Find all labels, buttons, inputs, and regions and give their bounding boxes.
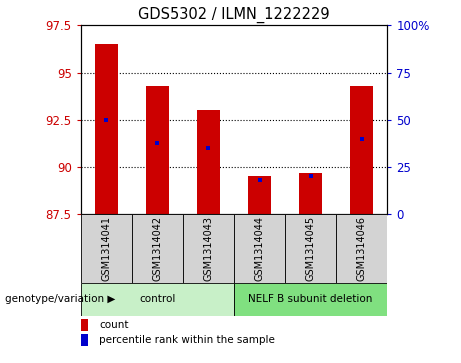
Text: genotype/variation ▶: genotype/variation ▶ — [5, 294, 115, 305]
Text: GSM1314042: GSM1314042 — [152, 216, 162, 281]
Text: percentile rank within the sample: percentile rank within the sample — [99, 335, 275, 345]
Bar — [248, 176, 271, 214]
Bar — [299, 173, 322, 214]
Bar — [95, 44, 118, 214]
Bar — [350, 86, 373, 214]
Bar — [183, 214, 234, 283]
Bar — [336, 214, 387, 283]
Text: GSM1314041: GSM1314041 — [101, 216, 111, 281]
Bar — [81, 214, 132, 283]
Bar — [81, 334, 88, 346]
Bar — [81, 319, 88, 330]
Text: NELF B subunit deletion: NELF B subunit deletion — [248, 294, 373, 305]
Text: GSM1314045: GSM1314045 — [306, 216, 316, 281]
Bar — [132, 214, 183, 283]
Text: GSM1314044: GSM1314044 — [254, 216, 265, 281]
Text: GSM1314043: GSM1314043 — [203, 216, 213, 281]
Bar — [234, 214, 285, 283]
Bar — [81, 283, 234, 316]
Bar — [197, 110, 220, 214]
Bar — [146, 86, 169, 214]
Text: control: control — [139, 294, 176, 305]
Bar — [285, 214, 336, 283]
Text: GSM1314046: GSM1314046 — [357, 216, 366, 281]
Title: GDS5302 / ILMN_1222229: GDS5302 / ILMN_1222229 — [138, 7, 330, 23]
Bar — [234, 283, 387, 316]
Text: count: count — [99, 320, 129, 330]
